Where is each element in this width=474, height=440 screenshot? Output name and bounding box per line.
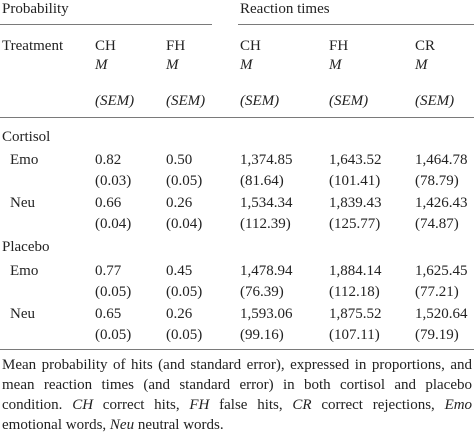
caption-abbr: CR — [292, 397, 312, 413]
col-sem-label: (SEM) — [240, 93, 280, 109]
group-probability: Probability — [2, 1, 69, 17]
section-label-cortisol: Cortisol — [2, 129, 51, 145]
col-m-label: M — [166, 57, 179, 73]
cell-mean: 1,839.43 — [329, 195, 382, 211]
col-header-fh: FH — [166, 38, 186, 54]
cell-sem: (79.19) — [415, 327, 459, 343]
cell-sem: (0.05) — [95, 284, 132, 300]
cell-sem: (0.04) — [95, 216, 132, 232]
cell-mean: 0.66 — [95, 195, 122, 211]
caption-intro: Mean probability of hits (and standard e… — [2, 357, 472, 413]
row-label: Emo — [10, 152, 39, 168]
col-header-ch: CH — [95, 38, 116, 54]
col-sem-label: (SEM) — [329, 93, 369, 109]
cell-mean: 0.82 — [95, 152, 122, 168]
cell-mean: 1,374.85 — [240, 152, 293, 168]
row-label: Emo — [10, 263, 39, 279]
cell-sem: (0.05) — [166, 327, 203, 343]
cell-mean: 1,534.34 — [240, 195, 293, 211]
cell-sem: (112.18) — [329, 284, 380, 300]
cell-mean: 1,593.06 — [240, 306, 293, 322]
cell-mean: 0.77 — [95, 263, 122, 279]
cell-sem: (112.39) — [240, 216, 291, 232]
cell-sem: (101.41) — [329, 173, 381, 189]
rule-reaction — [238, 24, 474, 25]
col-m-label: M — [95, 57, 108, 73]
cell-mean: 1,464.78 — [415, 152, 468, 168]
col-header-cr-rt: CR — [415, 38, 436, 54]
cell-sem: (0.05) — [166, 173, 203, 189]
row-label: Neu — [10, 306, 35, 322]
cell-sem: (125.77) — [329, 216, 381, 232]
rule-probability — [0, 24, 212, 25]
caption-abbr: FH — [189, 397, 210, 413]
header-treatment: Treatment — [2, 38, 64, 54]
cell-mean: 1,875.52 — [329, 306, 382, 322]
cell-sem: (0.05) — [95, 327, 132, 343]
cell-sem: (74.87) — [415, 216, 459, 232]
group-reaction-times: Reaction times — [240, 1, 330, 17]
caption-abbr: Neu — [109, 417, 135, 433]
caption-def: emotional words — [2, 417, 103, 433]
cell-sem: (0.04) — [166, 216, 203, 232]
cell-sem: (0.05) — [166, 284, 203, 300]
cell-sem: (99.16) — [240, 327, 284, 343]
cell-mean: 0.50 — [166, 152, 193, 168]
header-rule — [0, 117, 474, 118]
col-header-fh-rt: FH — [329, 38, 349, 54]
cell-mean: 1,884.14 — [329, 263, 382, 279]
caption-abbr: Emo — [444, 397, 473, 413]
cell-sem: (76.39) — [240, 284, 284, 300]
cell-mean: 0.26 — [166, 195, 193, 211]
col-m-label: M — [415, 57, 428, 73]
caption-def: false hits — [219, 397, 279, 413]
caption-abbr: CH — [72, 397, 94, 413]
cell-mean: 0.65 — [95, 306, 122, 322]
cell-sem: (107.11) — [329, 327, 380, 343]
cell-mean: 1,520.64 — [415, 306, 468, 322]
caption-def: neutral words — [137, 417, 220, 433]
section-label-placebo: Placebo — [2, 239, 50, 255]
col-m-label: M — [240, 57, 253, 73]
cell-sem: (77.21) — [415, 284, 459, 300]
cell-mean: 1,426.43 — [415, 195, 468, 211]
caption-def: correct rejections — [321, 397, 432, 413]
col-m-label: M — [329, 57, 342, 73]
col-header-ch-rt: CH — [240, 38, 261, 54]
row-label: Neu — [10, 195, 35, 211]
cell-mean: 1,643.52 — [329, 152, 382, 168]
cell-sem: (81.64) — [240, 173, 284, 189]
col-sem-label: (SEM) — [415, 93, 455, 109]
bottom-rule — [0, 349, 474, 350]
cell-mean: 1,478.94 — [240, 263, 293, 279]
cell-sem: (0.03) — [95, 173, 132, 189]
cell-mean: 0.26 — [166, 306, 193, 322]
cell-sem: (78.79) — [415, 173, 459, 189]
cell-mean: 0.45 — [166, 263, 193, 279]
cell-mean: 1,625.45 — [415, 263, 468, 279]
col-sem-label: (SEM) — [95, 93, 135, 109]
caption-def: correct hits — [102, 397, 176, 413]
col-sem-label: (SEM) — [166, 93, 206, 109]
table-caption: Mean probability of hits (and standard e… — [2, 357, 473, 433]
